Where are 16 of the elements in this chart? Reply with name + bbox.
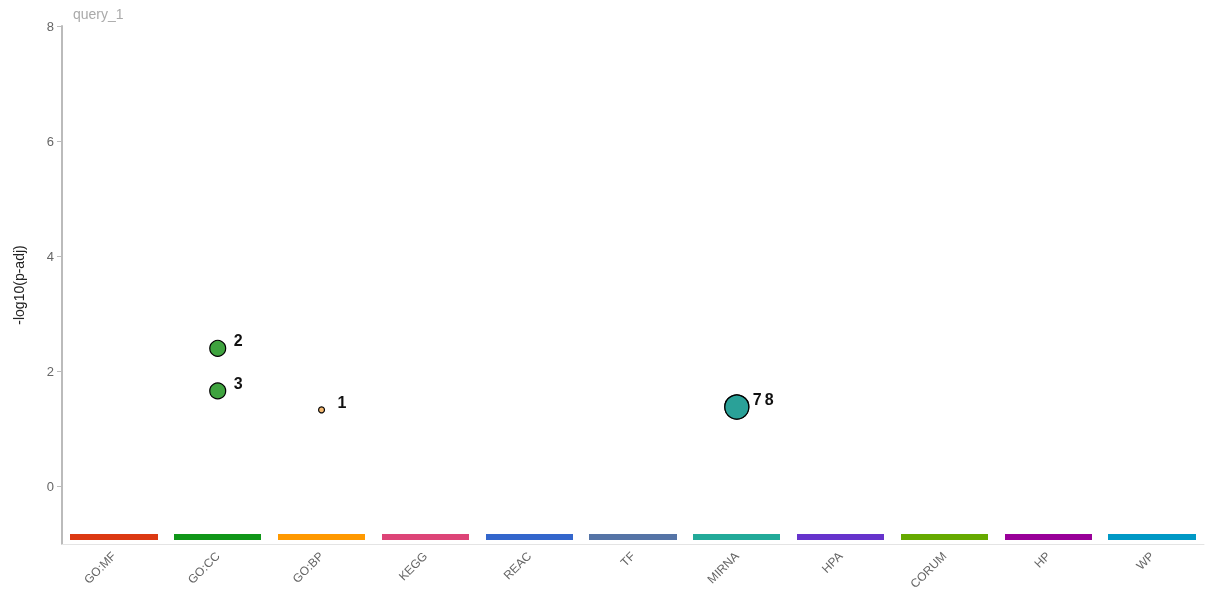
chart-title: query_1 xyxy=(73,6,124,22)
y-tick-label: 6 xyxy=(46,133,54,149)
annotation: 1 xyxy=(337,393,347,412)
annotation: 3 xyxy=(233,374,243,393)
y-tick-label: 0 xyxy=(46,478,54,494)
x-tick-label: HP xyxy=(1031,549,1054,571)
annotation: 2 xyxy=(233,332,243,351)
y-tick-label: 8 xyxy=(46,18,54,34)
y-axis-title: -log10(p-adj) xyxy=(11,245,27,325)
annotation: 7 xyxy=(752,391,762,410)
x-tick-label: WP xyxy=(1133,549,1158,573)
y-tick-label: 2 xyxy=(46,363,54,379)
annotation: 8 xyxy=(764,391,774,410)
y-tick-label: 4 xyxy=(46,248,54,264)
x-tick-label: TF xyxy=(617,549,638,570)
x-tick-label: HPA xyxy=(818,549,846,576)
